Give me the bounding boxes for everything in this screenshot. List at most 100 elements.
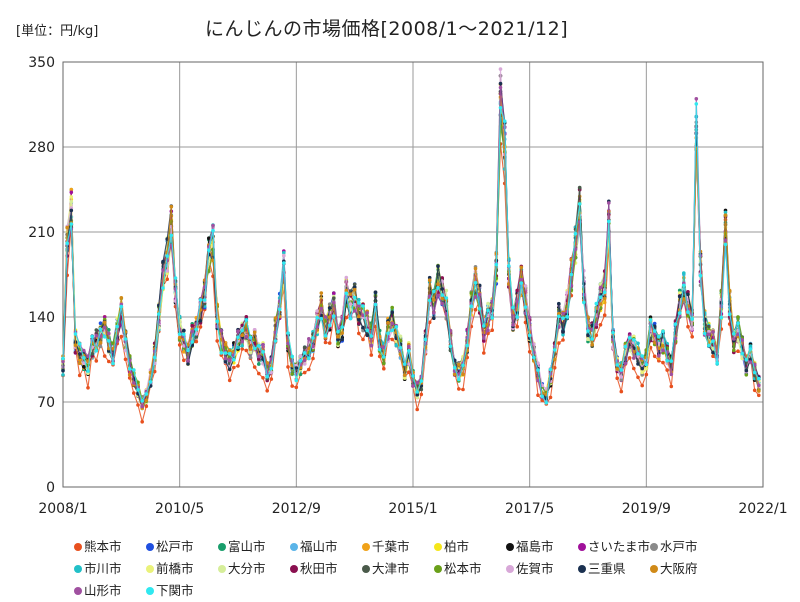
data-point bbox=[711, 354, 715, 359]
data-point bbox=[265, 374, 270, 379]
legend-label: 福島市 bbox=[516, 539, 554, 554]
data-point bbox=[711, 339, 715, 343]
data-point bbox=[265, 389, 270, 393]
data-point bbox=[198, 318, 203, 323]
data-point bbox=[386, 331, 390, 336]
data-point bbox=[227, 358, 232, 363]
data-point bbox=[744, 358, 749, 362]
data-point bbox=[315, 316, 320, 320]
data-point bbox=[319, 316, 324, 321]
data-point bbox=[632, 366, 636, 371]
data-point bbox=[711, 330, 715, 334]
data-point bbox=[594, 301, 599, 306]
data-point bbox=[498, 67, 503, 71]
data-point bbox=[427, 298, 432, 303]
data-point bbox=[561, 338, 565, 342]
data-point bbox=[190, 340, 194, 344]
data-point bbox=[357, 297, 361, 302]
legend-label: 千葉市 bbox=[372, 539, 410, 554]
data-point bbox=[407, 344, 411, 349]
data-point bbox=[427, 320, 432, 325]
data-point bbox=[436, 264, 440, 269]
data-point bbox=[573, 247, 578, 251]
data-point bbox=[690, 327, 694, 331]
data-point bbox=[707, 324, 711, 329]
legend-marker bbox=[74, 543, 82, 551]
data-point bbox=[744, 373, 749, 377]
data-point bbox=[344, 291, 349, 296]
data-point bbox=[394, 325, 399, 329]
data-point bbox=[457, 387, 461, 391]
data-point bbox=[332, 314, 336, 318]
data-point bbox=[427, 275, 432, 280]
data-point bbox=[123, 357, 128, 362]
data-point bbox=[261, 350, 265, 354]
data-point bbox=[161, 259, 165, 264]
data-point bbox=[223, 356, 228, 361]
data-point bbox=[627, 336, 632, 340]
data-point bbox=[61, 356, 65, 361]
legend-label: 水戸市 bbox=[660, 539, 698, 554]
data-point bbox=[344, 288, 349, 293]
data-point bbox=[165, 254, 169, 258]
data-point bbox=[144, 392, 149, 396]
data-point bbox=[690, 317, 694, 321]
data-point bbox=[86, 354, 90, 359]
data-point bbox=[269, 377, 274, 381]
data-point bbox=[90, 351, 94, 356]
legend-marker bbox=[506, 543, 514, 551]
data-point bbox=[427, 278, 432, 283]
data-point bbox=[61, 368, 65, 373]
data-point bbox=[440, 287, 445, 291]
data-point bbox=[590, 337, 594, 341]
data-point bbox=[757, 393, 761, 398]
data-point bbox=[252, 346, 257, 351]
data-point bbox=[711, 350, 715, 355]
data-point bbox=[723, 242, 728, 247]
data-point bbox=[77, 373, 82, 378]
data-point bbox=[577, 185, 582, 190]
data-point bbox=[415, 407, 420, 412]
data-point bbox=[461, 372, 465, 377]
data-point bbox=[273, 316, 278, 320]
legend-label: 大阪府 bbox=[660, 561, 698, 576]
data-point bbox=[369, 343, 374, 348]
data-point bbox=[227, 351, 232, 356]
legend-label: 福山市 bbox=[300, 539, 338, 554]
data-point bbox=[644, 362, 649, 367]
data-point bbox=[240, 344, 244, 348]
data-point bbox=[123, 348, 128, 353]
data-point bbox=[102, 315, 107, 319]
data-point bbox=[398, 334, 403, 339]
data-point bbox=[523, 284, 528, 288]
x-tick-label: 2008/1 bbox=[38, 501, 87, 517]
data-point bbox=[490, 328, 495, 333]
data-point bbox=[227, 378, 232, 383]
data-point bbox=[557, 301, 561, 306]
data-point bbox=[207, 269, 211, 273]
data-point bbox=[682, 283, 686, 288]
data-point bbox=[240, 347, 244, 351]
data-point bbox=[486, 308, 490, 313]
data-point bbox=[136, 388, 140, 392]
data-point bbox=[336, 337, 340, 342]
data-point bbox=[336, 334, 340, 339]
data-point bbox=[602, 313, 607, 318]
data-point bbox=[398, 346, 403, 350]
data-point bbox=[394, 343, 399, 348]
data-point bbox=[561, 316, 565, 321]
data-point bbox=[557, 314, 561, 319]
data-point bbox=[527, 315, 532, 320]
data-point bbox=[315, 324, 320, 329]
data-point bbox=[311, 336, 315, 340]
data-point bbox=[640, 354, 644, 358]
data-point bbox=[736, 339, 740, 343]
data-point bbox=[348, 302, 353, 306]
data-point bbox=[390, 337, 395, 342]
data-point bbox=[657, 354, 661, 358]
data-point bbox=[361, 337, 365, 342]
legend-item: 大津市 bbox=[362, 558, 434, 580]
data-point bbox=[686, 314, 690, 318]
data-point bbox=[732, 337, 736, 341]
data-point bbox=[682, 271, 686, 275]
